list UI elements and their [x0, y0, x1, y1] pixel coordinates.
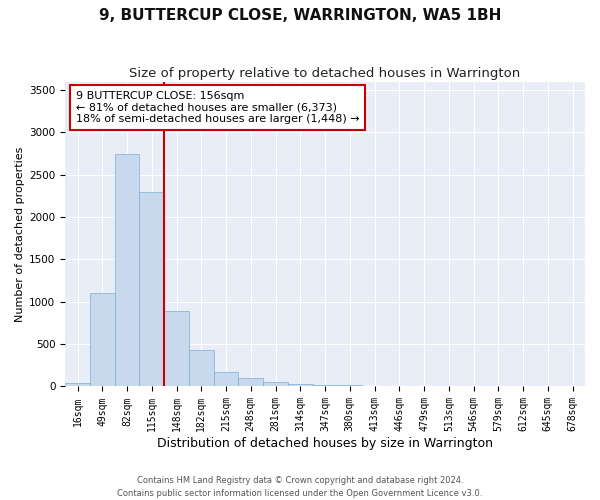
Bar: [214, 372, 238, 386]
X-axis label: Distribution of detached houses by size in Warrington: Distribution of detached houses by size …: [157, 437, 493, 450]
Text: Contains HM Land Registry data © Crown copyright and database right 2024.
Contai: Contains HM Land Registry data © Crown c…: [118, 476, 482, 498]
Text: 9 BUTTERCUP CLOSE: 156sqm
← 81% of detached houses are smaller (6,373)
18% of se: 9 BUTTERCUP CLOSE: 156sqm ← 81% of detac…: [76, 91, 359, 124]
Bar: [337, 385, 362, 386]
Bar: [139, 192, 164, 386]
Text: 9, BUTTERCUP CLOSE, WARRINGTON, WA5 1BH: 9, BUTTERCUP CLOSE, WARRINGTON, WA5 1BH: [99, 8, 501, 22]
Bar: [164, 311, 189, 386]
Bar: [90, 294, 115, 386]
Bar: [238, 378, 263, 386]
Bar: [288, 384, 313, 386]
Title: Size of property relative to detached houses in Warrington: Size of property relative to detached ho…: [130, 68, 521, 80]
Bar: [115, 154, 139, 386]
Bar: [189, 350, 214, 387]
Bar: [313, 385, 337, 386]
Bar: [65, 382, 90, 386]
Y-axis label: Number of detached properties: Number of detached properties: [15, 146, 25, 322]
Bar: [263, 382, 288, 386]
